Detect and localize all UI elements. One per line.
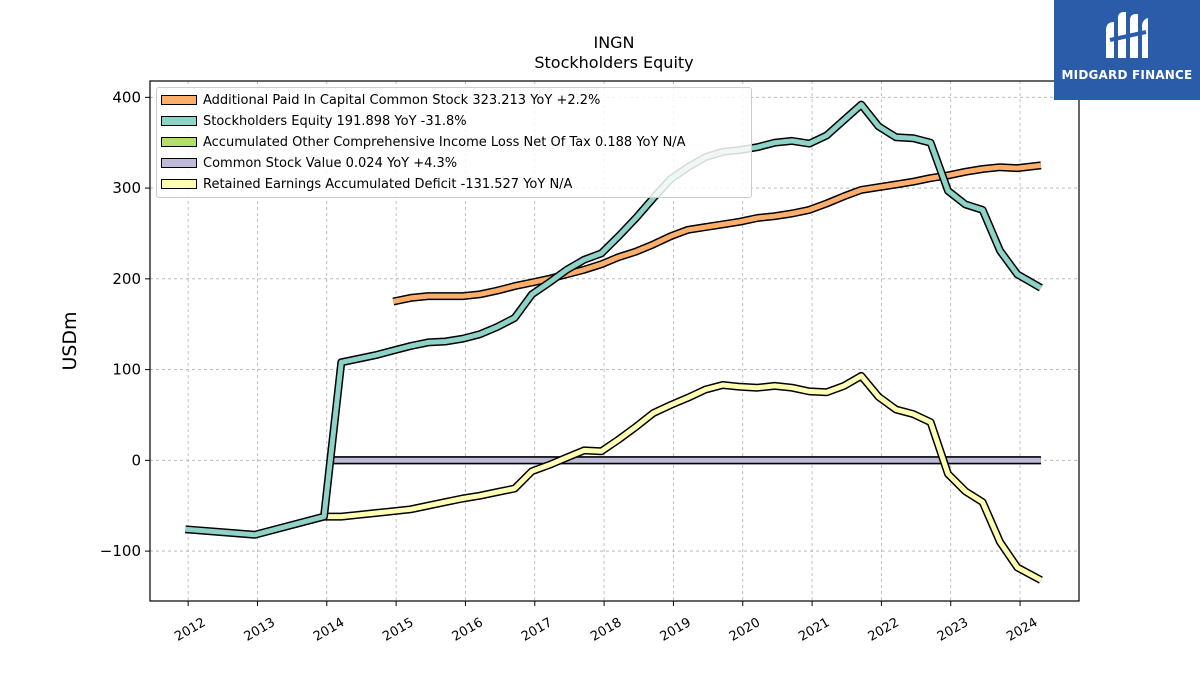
legend-swatch-apic <box>161 95 197 105</box>
y-tick-label: 100 <box>112 361 141 379</box>
legend-label-stockholders-equity: Stockholders Equity 191.898 YoY -31.8% <box>203 114 467 129</box>
series-line <box>324 373 1043 583</box>
x-tick-label: 2015 <box>380 615 416 645</box>
x-tick-label: 2021 <box>796 615 832 645</box>
legend-label-common-stock: Common Stock Value 0.024 YoY +4.3% <box>203 156 458 171</box>
brand-mark-icon <box>1106 12 1148 58</box>
legend-label-aoci: Accumulated Other Comprehensive Income L… <box>203 135 686 150</box>
y-axis: −100 0 100 200 300 400 <box>100 88 150 560</box>
brand-logo: MIDGARD FINANCE <box>1054 0 1200 100</box>
y-tick-label: −100 <box>100 542 141 560</box>
series-line-outline <box>324 371 1043 584</box>
y-tick-label: 0 <box>131 451 141 469</box>
x-tick-label: 2014 <box>311 615 347 645</box>
x-tick-label: 2023 <box>935 615 971 645</box>
x-axis: 2012 2013 2014 2015 2016 2017 2018 2019 2020 2021… <box>172 601 1040 645</box>
x-tick-label: 2017 <box>519 615 555 645</box>
y-axis-label: USDm <box>59 311 81 370</box>
legend-swatch-aoci <box>161 137 197 147</box>
y-tick-label: 300 <box>112 179 141 197</box>
legend-swatch-common-stock <box>161 158 197 168</box>
x-tick-label: 2019 <box>658 615 694 645</box>
legend: Additional Paid In Capital Common Stock … <box>156 87 752 198</box>
x-tick-label: 2016 <box>450 615 486 645</box>
chart-title: INGN <box>593 33 634 52</box>
legend-label-apic: Additional Paid In Capital Common Stock … <box>203 93 601 108</box>
x-tick-label: 2022 <box>866 615 902 645</box>
x-tick-label: 2018 <box>588 615 624 645</box>
legend-swatch-retained-earnings <box>161 179 197 189</box>
x-tick-label: 2024 <box>1004 615 1040 645</box>
legend-swatch-stockholders-equity <box>161 116 197 126</box>
brand-name: MIDGARD FINANCE <box>1061 68 1193 82</box>
x-tick-label: 2012 <box>172 615 208 645</box>
x-tick-label: 2020 <box>727 615 763 645</box>
plot-frame <box>149 80 1080 602</box>
series-line <box>392 162 1042 304</box>
y-tick-label: 400 <box>112 88 141 106</box>
x-tick-label: 2013 <box>242 615 278 645</box>
y-tick-label: 200 <box>112 270 141 288</box>
chart-subtitle: Stockholders Equity <box>534 53 693 72</box>
legend-label-retained-earnings: Retained Earnings Accumulated Deficit -1… <box>203 177 573 192</box>
